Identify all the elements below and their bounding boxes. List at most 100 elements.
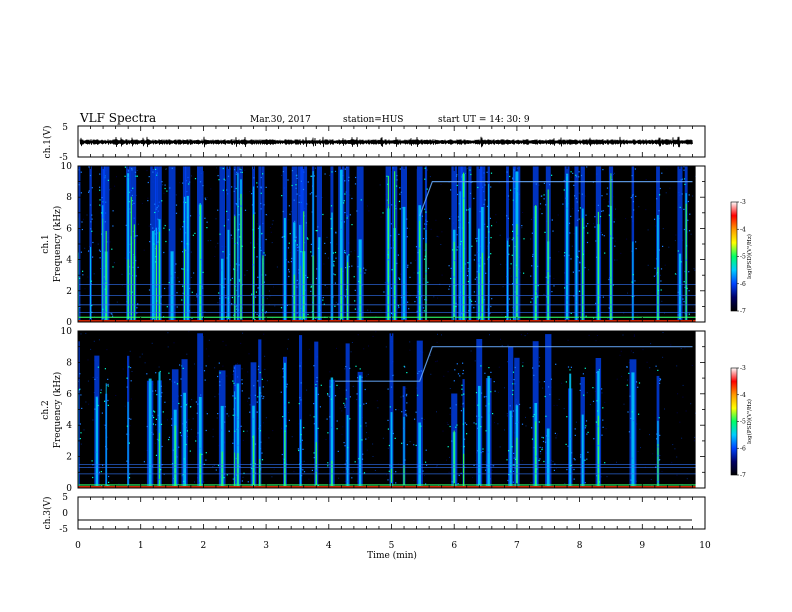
ch1-spectrogram-speckle-mark: [578, 171, 580, 173]
ch2-spectrogram-speckle-mark: [531, 427, 533, 429]
ch1-spectrogram-speckle-mark: [585, 214, 587, 216]
ch1-spectrogram-speckle-mark: [474, 254, 476, 256]
ch2-spectrogram-noise-mark: [291, 436, 293, 438]
ch1-spectrogram-speckle-mark: [196, 293, 198, 295]
ch1-spectrogram-speckle-mark: [479, 257, 481, 259]
ch1-spectrogram-speckle-mark: [168, 282, 170, 284]
ch1-spectrogram-noise-mark: [413, 272, 415, 274]
ch1-spectrogram-speckle-mark: [291, 257, 293, 260]
ch2-spectrogram-speckle-mark: [91, 460, 93, 462]
ch2-spectrogram-noise-mark: [493, 465, 495, 467]
ch2-spectrogram-noise-mark: [682, 384, 684, 386]
ch1-spectrogram-noise-mark: [323, 263, 325, 265]
ch1-spectrogram-speckle-mark: [393, 283, 395, 285]
ch1-spectrogram-speckle-mark: [607, 205, 609, 207]
ch2-spectrogram-speckle-mark: [345, 389, 347, 391]
ch1-spectrogram-speckle-mark: [531, 232, 533, 234]
ch2-spectrogram-burst-envelope: [389, 333, 394, 488]
ch1-spectrogram-burst-peak: [312, 255, 314, 322]
ch2-spectrogram-burst-core: [284, 362, 286, 488]
ch1-spectrogram-noise-mark: [578, 192, 580, 194]
ch2-spectrogram-noise-mark: [250, 394, 251, 396]
ch1-spectrogram-speckle-mark: [417, 291, 420, 293]
ch1-spectrogram-speckle-mark: [531, 265, 533, 267]
ch2-spectrogram-noise-mark: [115, 395, 117, 396]
ch2-spectrogram-noise-mark: [539, 357, 541, 359]
ch1-spectrogram-noise-mark: [190, 251, 192, 253]
ch2-spectrogram-speckle-mark: [281, 453, 283, 456]
ch2-spectrogram-speckle-mark: [228, 430, 230, 432]
ch1-spectrogram-speckle-mark: [348, 254, 350, 256]
ch1-spectrogram-speckle-mark: [188, 310, 191, 312]
ch1-spectrogram-speckle-mark: [635, 248, 637, 250]
colorbar-tick-label: -4: [740, 226, 746, 233]
ch1-spectrogram-speckle-mark: [397, 305, 399, 307]
ch2-spectrogram-speckle-mark: [199, 482, 201, 484]
ch1-spectrogram-speckle-mark: [333, 263, 335, 265]
ch1-spectrogram-noise-mark: [266, 214, 268, 216]
ch1-spectrogram-speckle-mark: [91, 230, 93, 232]
ch1-spectrogram-speckle-mark: [241, 171, 243, 173]
ch2-spectrogram-speckle-mark: [298, 449, 300, 452]
ch2-spectrogram-noise-mark: [352, 470, 354, 472]
ch1-spectrogram-speckle-mark: [512, 237, 514, 239]
ch1-spectrogram-burst-core: [283, 217, 286, 322]
ch2-spectrogram-noise-mark: [500, 338, 501, 340]
ch1-spectrogram-speckle-mark: [476, 240, 478, 242]
ch2-spectrogram-speckle-mark: [313, 457, 315, 459]
ch2-spectrogram-speckle-mark: [387, 479, 389, 481]
ch1-spectrogram-speckle-mark: [456, 234, 458, 236]
ch2-spectrogram-speckle-mark: [515, 404, 518, 406]
ch1-spectrogram-speckle-mark: [364, 272, 366, 274]
ch1-spectrogram-speckle-mark: [171, 167, 173, 169]
ch1-spectrogram-speckle-mark: [251, 204, 254, 206]
ch2-spectrogram-noise-mark: [677, 393, 679, 395]
ch1-spectrogram-speckle-mark: [611, 317, 613, 319]
ch1-spectrogram-speckle-mark: [154, 233, 156, 235]
ch1-spectrogram-speckle-mark: [99, 173, 101, 175]
ch2-spectrogram-speckle-mark: [108, 475, 110, 478]
ch1-spectrogram-speckle-mark: [300, 180, 302, 182]
ch2-spectrogram-noise-mark: [460, 445, 462, 447]
ch1-spectrogram-noise-mark: [124, 257, 126, 259]
ch2-spectrogram-speckle-mark: [626, 366, 628, 368]
ch2-spectrogram-noise-mark: [288, 400, 290, 402]
ch1-spectrogram-speckle-mark: [508, 253, 510, 255]
ch1-spectrogram-speckle-mark: [231, 296, 233, 299]
ch2-spectrogram-speckle-mark: [656, 438, 658, 440]
ch2-spectrogram-speckle-mark: [392, 432, 394, 435]
ch1-spectrogram-speckle-mark: [484, 263, 486, 265]
ch1-spectrogram-noise-mark: [204, 311, 206, 313]
ch1-spectrogram-speckle-mark: [341, 220, 343, 222]
colorbar-tick-label: -4: [740, 392, 746, 399]
ch1-spectrogram-speckle-mark: [582, 253, 584, 255]
ch1-spectrogram-speckle-mark: [253, 246, 256, 249]
ch1-spectrogram-speckle-mark: [612, 237, 614, 239]
ch2-spectrogram-noise-mark: [130, 398, 132, 400]
x-tick-label: 0: [75, 541, 81, 551]
ch2-spectrogram-speckle-mark: [632, 420, 634, 422]
colorbar-tick-label: -7: [740, 472, 746, 479]
ch2-spectrogram-speckle-mark: [197, 432, 199, 434]
ch1-spectrogram-speckle-mark: [512, 224, 514, 226]
ch2-spectrogram-speckle-mark: [260, 441, 262, 443]
ch1-spectrogram-speckle-mark: [184, 249, 187, 252]
ch1-spectrogram-speckle-mark: [351, 265, 353, 267]
ch1-spectrogram-speckle-mark: [131, 275, 133, 277]
ch1-spectrogram-speckle-mark: [449, 285, 451, 287]
ch1-spectrogram-speckle-mark: [112, 315, 114, 317]
ch2-spectrogram-speckle-mark: [508, 473, 510, 476]
ch2-spectrogram-noise-mark: [87, 359, 89, 361]
ch2-spectrogram-speckle-mark: [152, 423, 154, 425]
ch2-spectrogram-speckle-mark: [159, 370, 161, 373]
ch1-spectrogram-speckle-mark: [399, 193, 401, 195]
ch1-spectrogram-speckle-mark: [234, 214, 236, 216]
ch2-spectrogram-speckle-mark: [405, 413, 407, 415]
ch2-spectrogram-speckle-mark: [541, 447, 543, 449]
ch1-spectrogram-speckle-mark: [323, 303, 325, 305]
ch2-spectrogram-noise-mark: [690, 403, 692, 405]
ch1-spectrogram-speckle-mark: [609, 307, 611, 309]
ch1-spectrogram-noise-mark: [435, 219, 437, 221]
ch2-spectrogram-speckle-mark: [570, 438, 572, 440]
ch2-spectrogram-speckle-mark: [601, 388, 603, 390]
